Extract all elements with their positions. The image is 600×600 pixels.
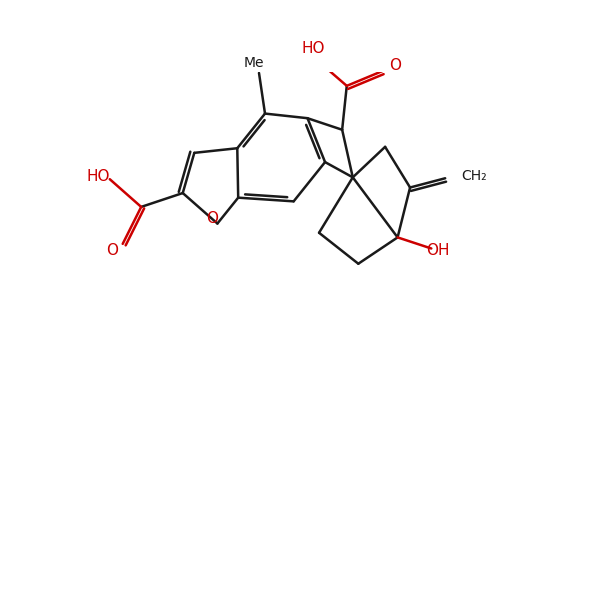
Text: Me: Me <box>243 56 263 70</box>
Text: O: O <box>107 243 119 258</box>
Text: OH: OH <box>427 243 450 258</box>
Text: HO: HO <box>302 41 325 56</box>
Text: HO: HO <box>86 169 110 184</box>
Text: O: O <box>389 58 401 73</box>
Text: O: O <box>206 211 218 226</box>
Text: CH₂: CH₂ <box>461 169 487 183</box>
